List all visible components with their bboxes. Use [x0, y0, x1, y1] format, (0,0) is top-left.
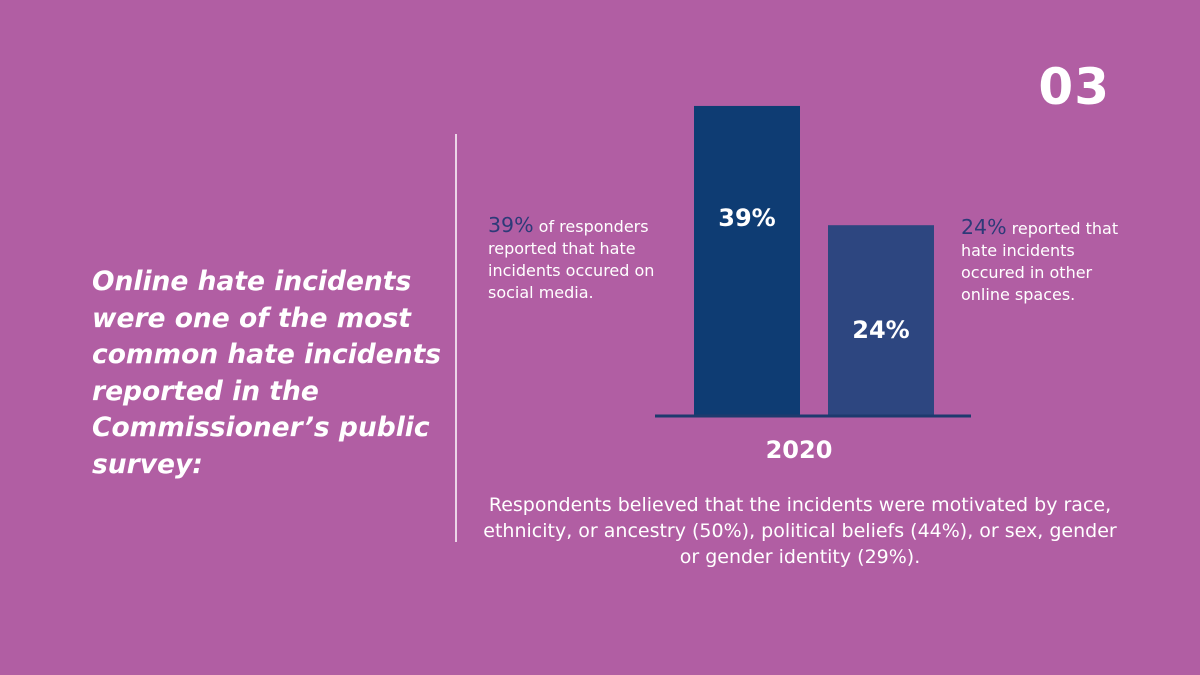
slide-number: 03 [1038, 58, 1110, 116]
headline: Online hate incidents were one of the mo… [92, 266, 442, 480]
vertical-divider [455, 134, 457, 542]
bar-label-other-online: 24% [852, 316, 909, 344]
bar-social-media [694, 105, 800, 416]
bar-label-social-media: 39% [718, 204, 775, 232]
bar-other-online [828, 225, 934, 416]
callout-social-media-text: of responders reported that hate inciden… [488, 217, 655, 302]
caption: Respondents believed that the incidents … [483, 494, 1117, 568]
callout-other-online-text: reported that hate incidents occured in … [961, 219, 1119, 304]
callout-social-media-pct: 39% [488, 213, 534, 237]
callout-social-media: 39% of responders reported that hate inc… [488, 214, 688, 304]
callout-other-online: 24% reported that hate incidents occured… [961, 216, 1121, 306]
callout-other-online-pct: 24% [961, 215, 1007, 239]
x-axis-label-2020: 2020 [766, 436, 833, 464]
